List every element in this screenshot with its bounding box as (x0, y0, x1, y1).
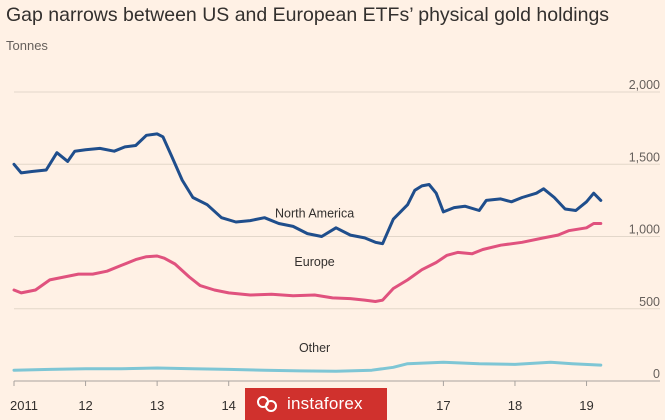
y-tick-label-2000: 2,000 (629, 78, 660, 92)
y-tick-label-1000: 1,000 (629, 223, 660, 237)
y-tick-label-0: 0 (653, 367, 660, 381)
series-line-north-america (12, 132, 603, 246)
series-label-other: Other (299, 341, 330, 355)
unit-label: Tonnes (6, 38, 48, 53)
x-tick-label-2012: 12 (78, 398, 92, 413)
instaforex-watermark: instaforex (245, 388, 387, 420)
series-label-europe: Europe (294, 255, 334, 269)
chart-title: Gap narrows between US and European ETFs… (6, 4, 610, 26)
x-tick-label-2019: 19 (579, 398, 593, 413)
x-tick-label-2014: 14 (221, 398, 235, 413)
watermark-text: instaforex (287, 394, 363, 413)
y-tick-label-1500: 1,500 (629, 150, 660, 164)
x-tick-label-2017: 17 (436, 398, 450, 413)
x-tick-label-2011: 2011 (10, 398, 38, 413)
series-line-other (12, 360, 603, 373)
series-line-europe (12, 222, 603, 303)
x-tick-label-2018: 18 (508, 398, 522, 413)
instaforex-logo-icon (255, 392, 279, 416)
x-tick-label-2013: 13 (150, 398, 164, 413)
series-label-north-america: North America (275, 207, 354, 221)
y-tick-label-500: 500 (639, 295, 660, 309)
